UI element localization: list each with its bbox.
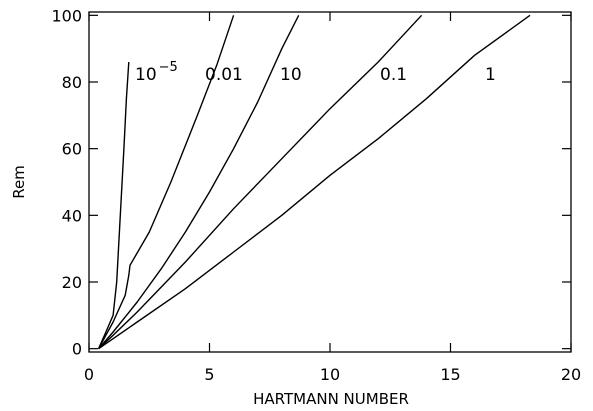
y-tick-label: 40 [62,206,82,225]
series-label: 0.01 [205,65,243,85]
x-tick-label: 15 [440,365,460,384]
y-tick-label: 0 [72,340,82,359]
y-tick-label: 100 [51,6,82,25]
series-label: 0.1 [380,65,407,85]
tick-marks [88,12,572,352]
y-axis-title: Rem [10,165,28,199]
series-label: 1 [485,65,496,85]
x-tick-labels: 0 5 10 15 20 [84,365,581,384]
y-tick-labels: 0 20 40 60 80 100 [51,6,82,358]
series-lines [97,14,531,350]
x-tick-label: 10 [320,365,340,384]
series-line [98,14,300,350]
x-tick-label: 5 [204,365,214,384]
series-labels: 10 −5 0.01 10 0.1 1 [135,60,496,85]
y-tick-label: 80 [62,73,82,92]
y-tick-label: 60 [62,140,82,159]
series-line [97,61,130,349]
x-axis-title: HARTMANN NUMBER [253,390,409,408]
series-label: 10 −5 [135,60,178,85]
series-line [97,15,235,350]
series-line [98,14,531,350]
x-tick-label: 0 [84,365,94,384]
series-label: 10 [280,65,302,85]
series-line [98,14,423,350]
x-tick-label: 20 [561,365,581,384]
y-tick-label: 20 [62,273,82,292]
